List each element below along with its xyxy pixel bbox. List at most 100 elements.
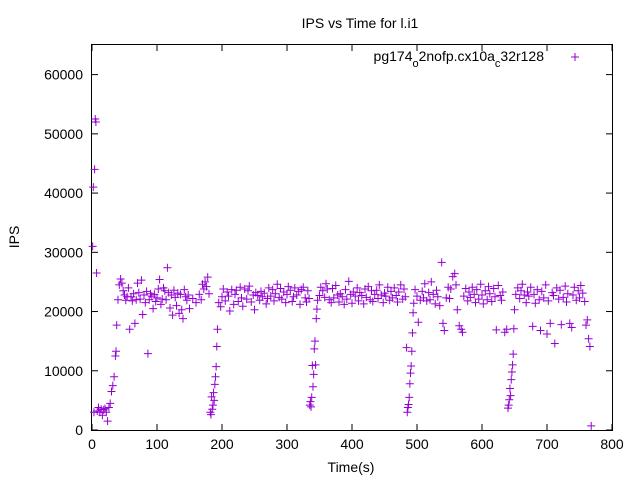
data-point <box>149 304 158 313</box>
data-point <box>258 292 267 301</box>
data-point <box>238 302 247 311</box>
data-point <box>311 360 320 369</box>
data-point <box>474 295 483 304</box>
data-point <box>544 296 553 305</box>
data-point <box>211 372 220 381</box>
data-point <box>192 298 200 307</box>
data-point <box>357 291 366 300</box>
data-point <box>498 287 507 296</box>
data-point <box>273 280 282 289</box>
data-point <box>162 295 171 304</box>
data-point <box>465 287 473 296</box>
data-point <box>322 279 330 288</box>
data-point <box>166 303 174 312</box>
data-point <box>338 292 347 301</box>
data-point <box>158 295 167 304</box>
data-point <box>342 295 351 304</box>
data-point <box>541 280 550 289</box>
data-point <box>411 285 420 294</box>
data-point <box>557 320 566 329</box>
data-point <box>390 283 399 292</box>
data-point <box>234 297 243 306</box>
data-point <box>511 290 520 299</box>
data-point <box>112 321 121 330</box>
data-point <box>518 280 527 289</box>
data-point <box>125 325 134 334</box>
data-point <box>554 295 563 304</box>
data-point <box>121 296 130 305</box>
data-point <box>185 304 194 313</box>
data-point <box>559 293 568 302</box>
data-point <box>137 276 146 285</box>
data-point <box>128 296 137 305</box>
data-point <box>305 294 314 303</box>
data-point <box>476 280 485 289</box>
data-point <box>580 297 589 306</box>
data-point <box>578 289 587 298</box>
data-point <box>210 396 219 405</box>
data-point <box>107 387 116 396</box>
data-point <box>576 281 585 290</box>
data-point <box>104 403 113 412</box>
data-point <box>367 286 376 295</box>
data-point <box>283 290 291 299</box>
data-point <box>400 285 408 294</box>
data-point <box>561 282 570 291</box>
data-point <box>271 289 280 298</box>
y-tick-label: 50000 <box>44 126 83 142</box>
data-point <box>203 273 212 282</box>
data-point <box>494 281 503 290</box>
data-point <box>195 290 204 299</box>
data-point <box>565 319 574 328</box>
data-point <box>154 285 163 294</box>
data-point <box>212 342 221 351</box>
data-point <box>445 294 454 303</box>
data-point <box>348 299 356 308</box>
data-point <box>409 299 418 308</box>
data-point <box>567 323 576 332</box>
data-point <box>394 287 403 296</box>
data-point <box>407 347 416 356</box>
data-point <box>396 280 405 289</box>
x-tick-label: 600 <box>470 436 494 452</box>
data-point <box>383 283 392 292</box>
data-point <box>450 269 459 278</box>
data-point <box>90 165 99 174</box>
data-point <box>446 285 455 294</box>
data-point <box>387 287 395 296</box>
data-point <box>179 314 187 323</box>
data-point <box>370 290 379 299</box>
data-point <box>504 401 513 410</box>
data-point <box>427 277 436 286</box>
data-point <box>205 289 213 298</box>
data-point <box>583 315 592 324</box>
data-point <box>379 298 388 307</box>
data-point <box>231 290 239 299</box>
data-point <box>225 306 234 315</box>
data-point <box>250 305 259 314</box>
data-point <box>517 286 525 295</box>
data-point <box>505 395 514 404</box>
data-point <box>134 288 143 297</box>
data-point <box>507 375 516 384</box>
data-point <box>455 321 464 330</box>
data-point <box>168 311 177 320</box>
data-point <box>471 298 480 307</box>
data-point <box>524 292 533 301</box>
data-point <box>485 289 494 298</box>
data-point <box>364 282 373 291</box>
data-point <box>155 275 164 284</box>
data-point <box>440 326 449 335</box>
data-point <box>303 286 312 295</box>
data-point <box>307 393 316 402</box>
data-point <box>489 284 498 293</box>
data-point <box>562 298 571 307</box>
y-tick-label: 40000 <box>44 185 83 201</box>
data-point <box>213 325 222 334</box>
data-point <box>523 287 532 296</box>
data-point <box>331 281 340 290</box>
data-point <box>266 292 275 301</box>
y-tick-label: 10000 <box>44 363 83 379</box>
data-point <box>209 388 218 397</box>
